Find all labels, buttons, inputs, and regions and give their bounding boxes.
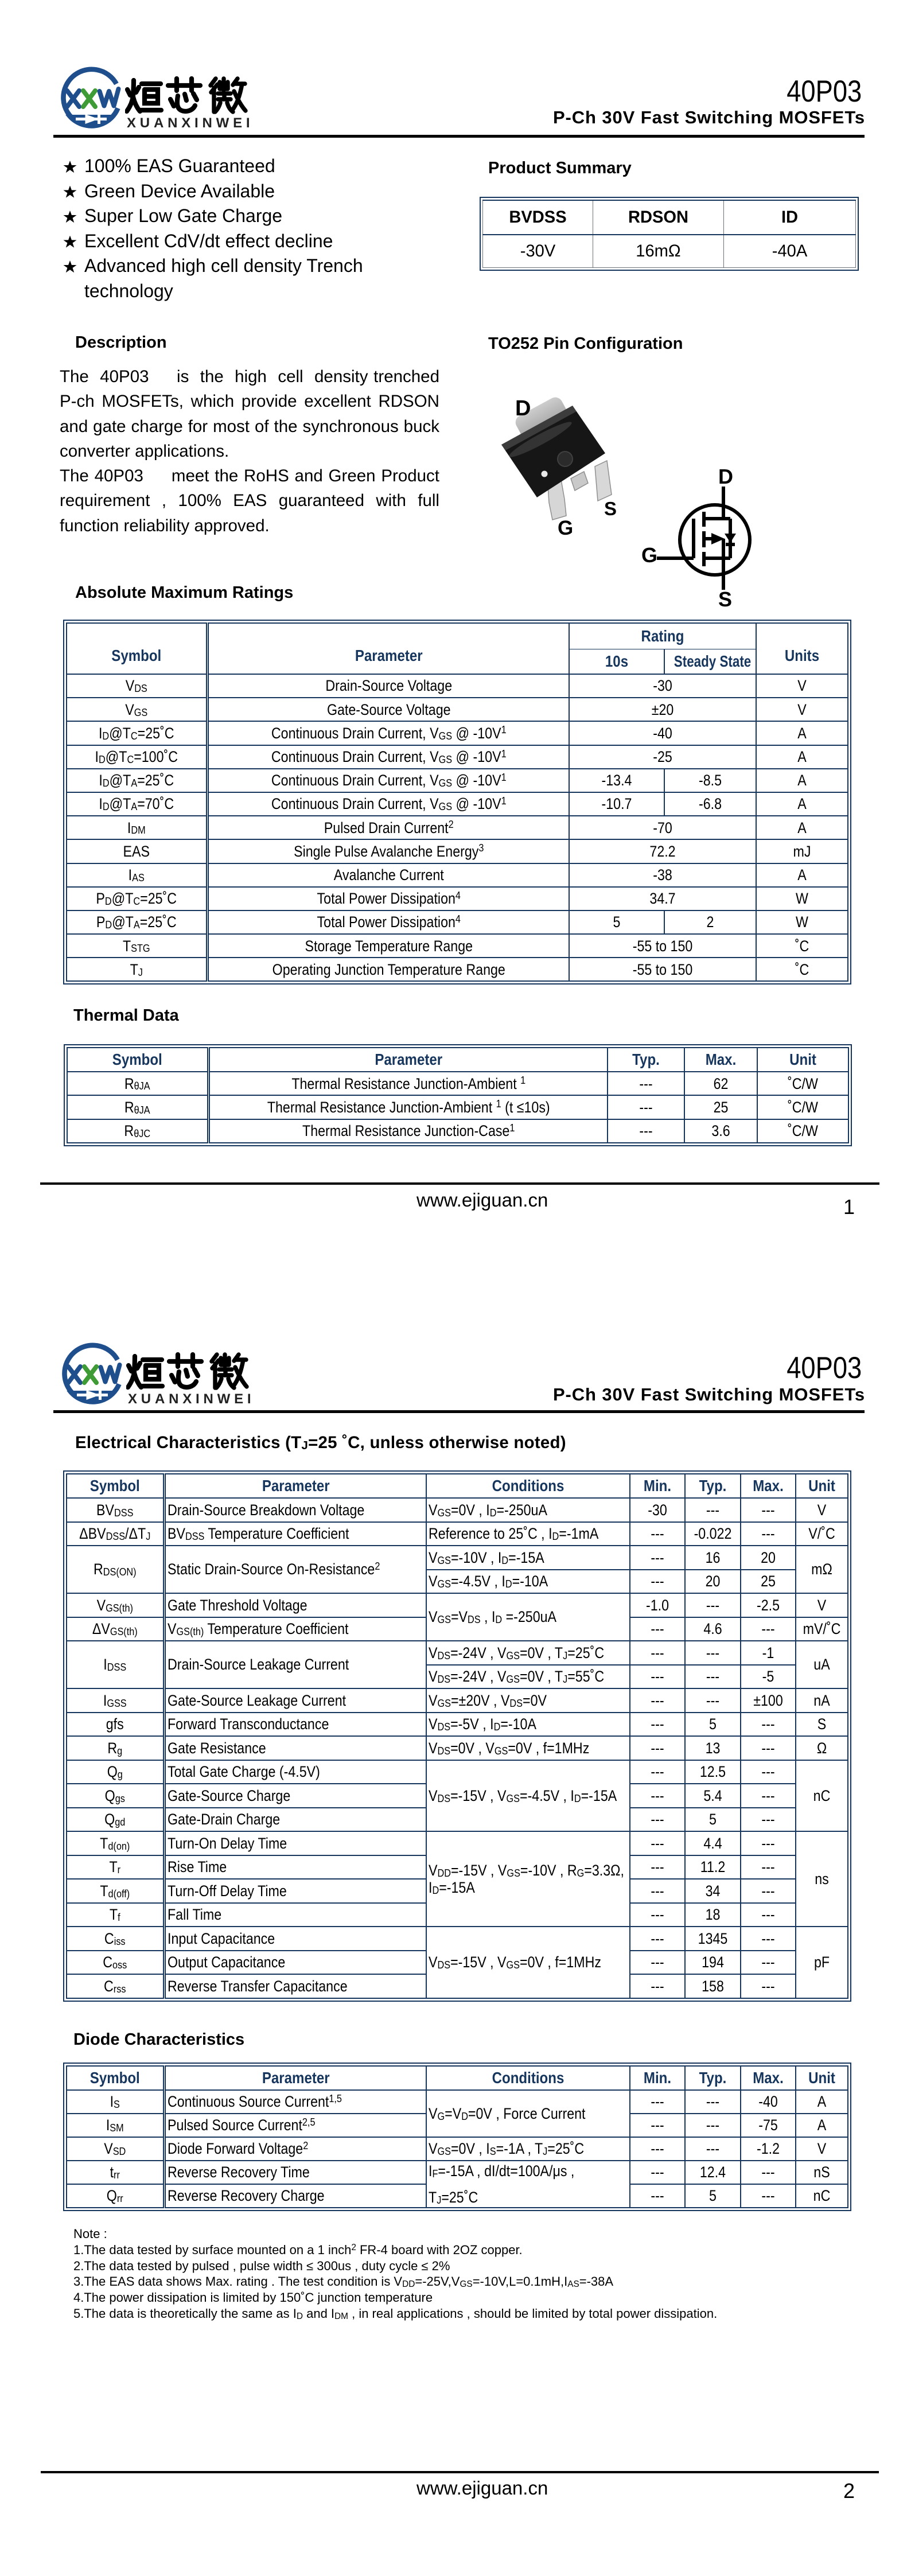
svg-text:G: G	[641, 543, 657, 567]
svg-text:D: D	[515, 396, 531, 421]
svg-text:S: S	[604, 498, 617, 519]
svg-text:S: S	[718, 587, 732, 611]
svg-text:D: D	[718, 465, 733, 488]
svg-text:G: G	[558, 517, 573, 539]
